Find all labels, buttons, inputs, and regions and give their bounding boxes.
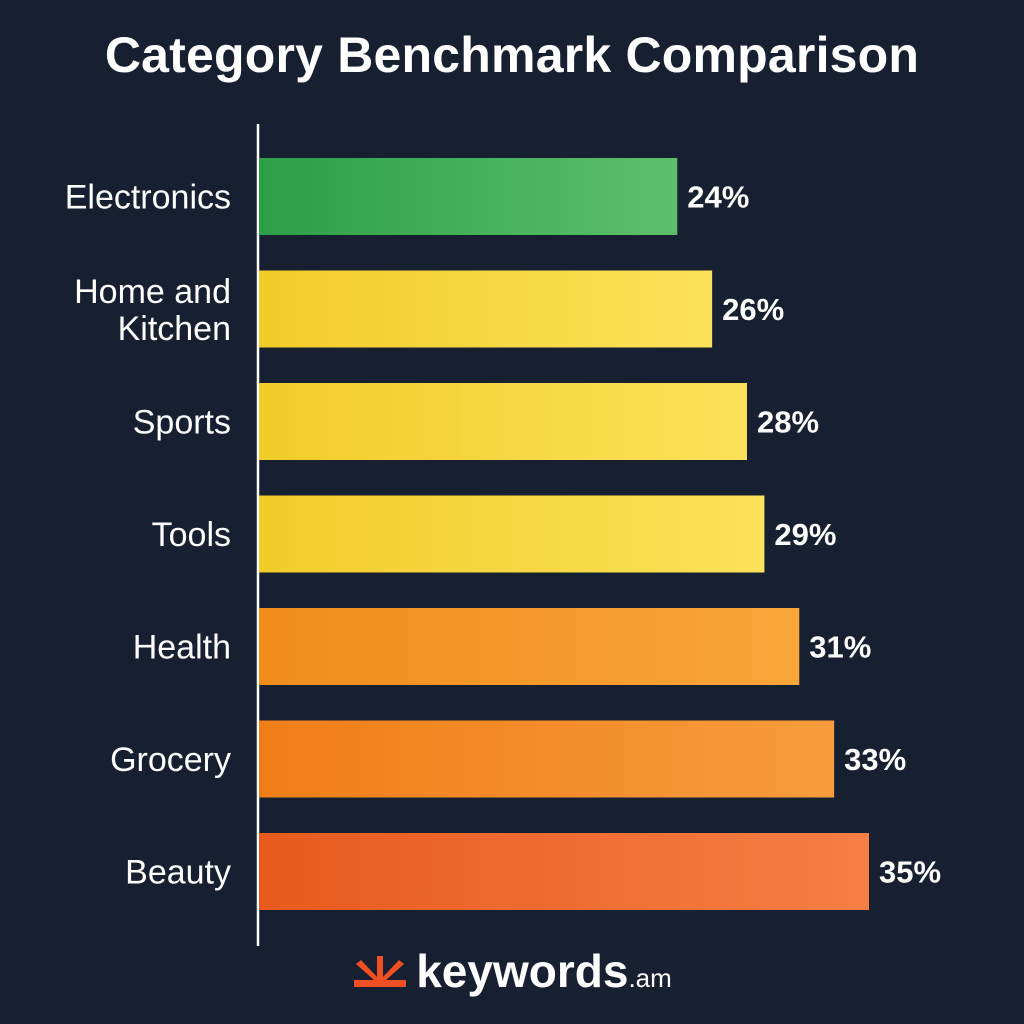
value-label: 29%	[774, 517, 836, 552]
bar-electronics	[259, 158, 678, 235]
bar-tools	[259, 495, 765, 573]
chart-title: Category Benchmark Comparison	[104, 27, 920, 83]
bar-beauty	[259, 833, 869, 910]
value-label: 33%	[844, 742, 906, 777]
bar-health	[259, 608, 800, 685]
category-label: Electronics	[65, 179, 231, 217]
value-label: 31%	[809, 630, 871, 665]
brand-name: keywords	[416, 945, 629, 997]
category-label: Home and Kitchen	[74, 273, 231, 348]
category-label: Tools	[152, 516, 231, 554]
value-label: 24%	[687, 180, 749, 215]
category-label: Grocery	[110, 741, 231, 779]
brand-suffix: .am	[628, 963, 672, 993]
value-label: 28%	[757, 405, 819, 440]
value-label: 35%	[879, 855, 941, 890]
bar-sports	[259, 383, 747, 460]
category-label: Health	[133, 629, 231, 667]
keywords-logo-icon	[354, 956, 407, 987]
bar-grocery	[259, 720, 835, 798]
value-label: 26%	[722, 292, 784, 327]
brand-logo: keywords .am	[0, 948, 1024, 994]
category-label: Sports	[133, 404, 231, 442]
bar-home-and-kitchen	[259, 270, 713, 348]
category-label: Beauty	[125, 854, 231, 892]
